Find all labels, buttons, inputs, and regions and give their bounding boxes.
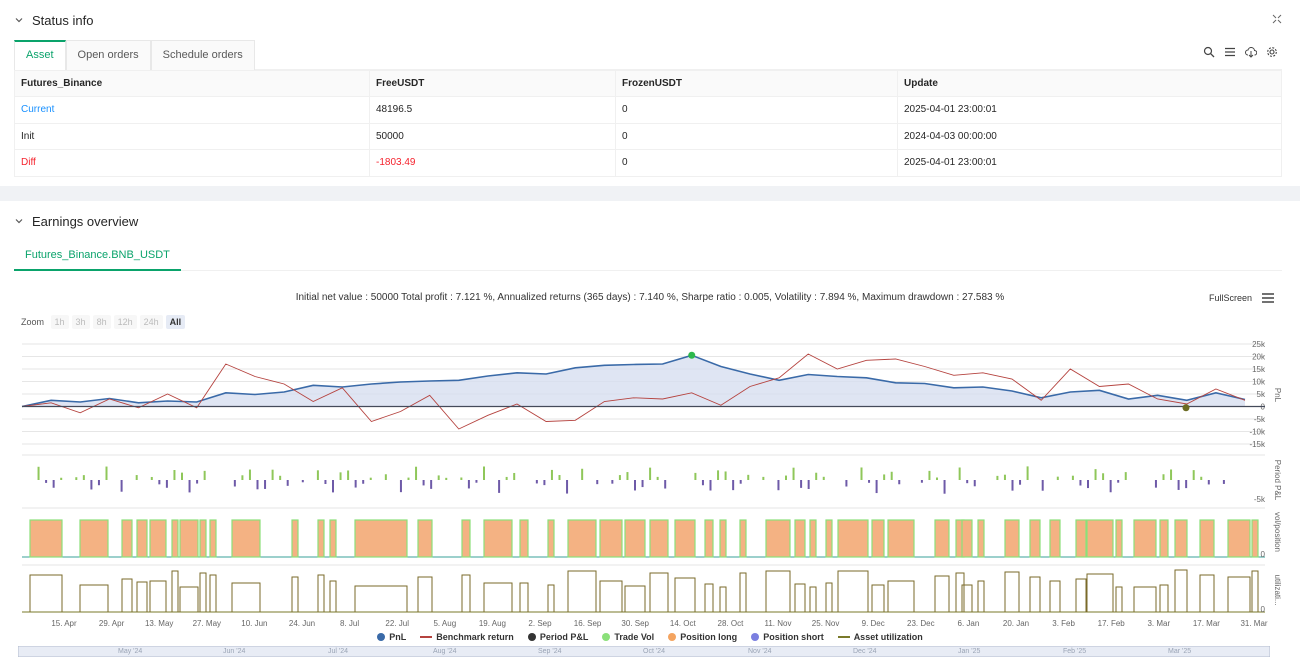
- tab-asset[interactable]: Asset: [14, 40, 66, 70]
- legend-item[interactable]: Period P&L: [527, 632, 589, 642]
- navigator-tick: Nov '24: [748, 648, 772, 655]
- status-tabs: Asset Open orders Schedule orders: [14, 40, 1282, 70]
- row-label-current[interactable]: Current: [14, 96, 370, 124]
- tab-schedule-orders[interactable]: Schedule orders: [150, 40, 255, 70]
- column-header: FreeUSDT: [369, 70, 616, 97]
- legend-label: Asset utilization: [853, 632, 923, 642]
- navigator-tick: Dec '24: [853, 648, 877, 655]
- zoom-24h-button[interactable]: 24h: [139, 315, 163, 329]
- navigator-tick: Jul '24: [328, 648, 349, 655]
- zoom-all-button[interactable]: All: [165, 315, 186, 329]
- navigator-tick: Sep '24: [538, 648, 562, 655]
- legend-item[interactable]: Benchmark return: [420, 632, 514, 642]
- zoom-label: Zoom: [21, 317, 45, 327]
- legend-item[interactable]: Position long: [668, 632, 737, 642]
- legend-label: Period P&L: [539, 632, 589, 642]
- table-cell: 2025-04-01 23:00:01: [897, 96, 1282, 124]
- table-cell: 2025-04-01 23:00:01: [897, 149, 1282, 177]
- status-panel: Status info Asset Open orders Schedule o…: [0, 0, 1300, 186]
- column-header: FrozenUSDT: [615, 70, 898, 97]
- zoom-8h-button[interactable]: 8h: [92, 315, 111, 329]
- legend-marker: [602, 633, 611, 641]
- navigator-ticks: May '24 Jun '24 Jul '24 Aug '24 Sep '24 Oct '…: [18, 648, 1270, 657]
- status-header[interactable]: Status info: [0, 0, 1300, 40]
- navigator-tick: Mar '25: [1168, 648, 1192, 655]
- table-cell: 48196.5: [369, 96, 616, 124]
- fullscreen-button[interactable]: FullScreen: [1208, 293, 1252, 303]
- menu-icon[interactable]: [1262, 293, 1274, 303]
- chevron-down-icon[interactable]: [14, 15, 24, 25]
- table-row: Init 50000 0 2024-04-03 00:00:00: [14, 122, 1282, 150]
- navigator[interactable]: [18, 646, 1270, 657]
- legend-marker: [751, 633, 760, 641]
- legend-item[interactable]: Asset utilization: [837, 632, 923, 642]
- earnings-panel: Earnings overview Futures_Binance.BNB_US…: [0, 201, 1300, 657]
- tab-open-orders[interactable]: Open orders: [65, 40, 151, 70]
- table-tools: [1203, 46, 1278, 58]
- gear-icon[interactable]: [1266, 46, 1278, 58]
- legend-label: Trade Vol: [614, 632, 655, 642]
- columns-icon[interactable]: [1224, 46, 1236, 58]
- legend-marker: [527, 633, 536, 641]
- search-icon[interactable]: [1203, 46, 1215, 58]
- legend-label: Position short: [763, 632, 824, 642]
- zoom-1h-button[interactable]: 1h: [50, 315, 69, 329]
- table-row: Diff -1803.49 0 2025-04-01 23:00:01: [14, 149, 1282, 177]
- table-cell: 2024-04-03 00:00:00: [897, 122, 1282, 150]
- chart-legend: PnL Benchmark return Period P&L Trade Vol Po…: [0, 632, 1300, 642]
- legend-item[interactable]: PnL: [377, 632, 406, 642]
- legend-marker: [420, 636, 433, 638]
- navigator-tick: Jun '24: [223, 648, 246, 655]
- tab-bnb-usdt[interactable]: Futures_Binance.BNB_USDT: [14, 241, 181, 271]
- table-cell: 0: [615, 149, 898, 177]
- legend-label: PnL: [389, 632, 407, 642]
- asset-table: Futures_Binance FreeUSDT FrozenUSDT Upda…: [14, 70, 1282, 177]
- navigator-tick: Aug '24: [433, 648, 457, 655]
- zoom-bar: Zoom 1h 3h 8h 12h 24h All: [21, 315, 188, 329]
- legend-marker: [668, 633, 677, 641]
- table-row: Current 48196.5 0 2025-04-01 23:00:01: [14, 96, 1282, 124]
- collapse-icon[interactable]: [1272, 14, 1282, 24]
- table-cell: 0: [615, 96, 898, 124]
- row-label-diff: Diff: [14, 149, 370, 177]
- legend-label: Benchmark return: [436, 632, 514, 642]
- column-header: Update: [897, 70, 1282, 97]
- table-cell: -1803.49: [369, 149, 616, 177]
- legend-item[interactable]: Trade Vol: [602, 632, 654, 642]
- cloud-download-icon[interactable]: [1245, 46, 1257, 58]
- zoom-3h-button[interactable]: 3h: [71, 315, 90, 329]
- legend-marker: [837, 636, 850, 638]
- summary-text: Initial net value : 50000 Total profit :…: [295, 292, 1005, 303]
- navigator-tick: Jan '25: [958, 648, 981, 655]
- navigator-tick: Feb '25: [1063, 648, 1087, 655]
- earnings-header[interactable]: Earnings overview: [0, 201, 1300, 241]
- section-title: Earnings overview: [32, 213, 139, 229]
- table-cell: 50000: [369, 122, 616, 150]
- section-title: Status info: [32, 12, 94, 28]
- navigator-tick: Oct '24: [643, 648, 665, 655]
- earnings-tabs: Futures_Binance.BNB_USDT: [14, 241, 1282, 271]
- chevron-down-icon[interactable]: [14, 216, 24, 226]
- legend-item[interactable]: Position short: [751, 632, 824, 642]
- navigator-tick: May '24: [118, 648, 143, 655]
- column-header: Futures_Binance: [14, 70, 370, 97]
- legend-label: Position long: [680, 632, 738, 642]
- table-header-row: Futures_Binance FreeUSDT FrozenUSDT Upda…: [14, 70, 1282, 97]
- row-label-init: Init: [14, 122, 370, 150]
- zoom-12h-button[interactable]: 12h: [113, 315, 137, 329]
- legend-marker: [377, 633, 386, 641]
- table-cell: 0: [615, 122, 898, 150]
